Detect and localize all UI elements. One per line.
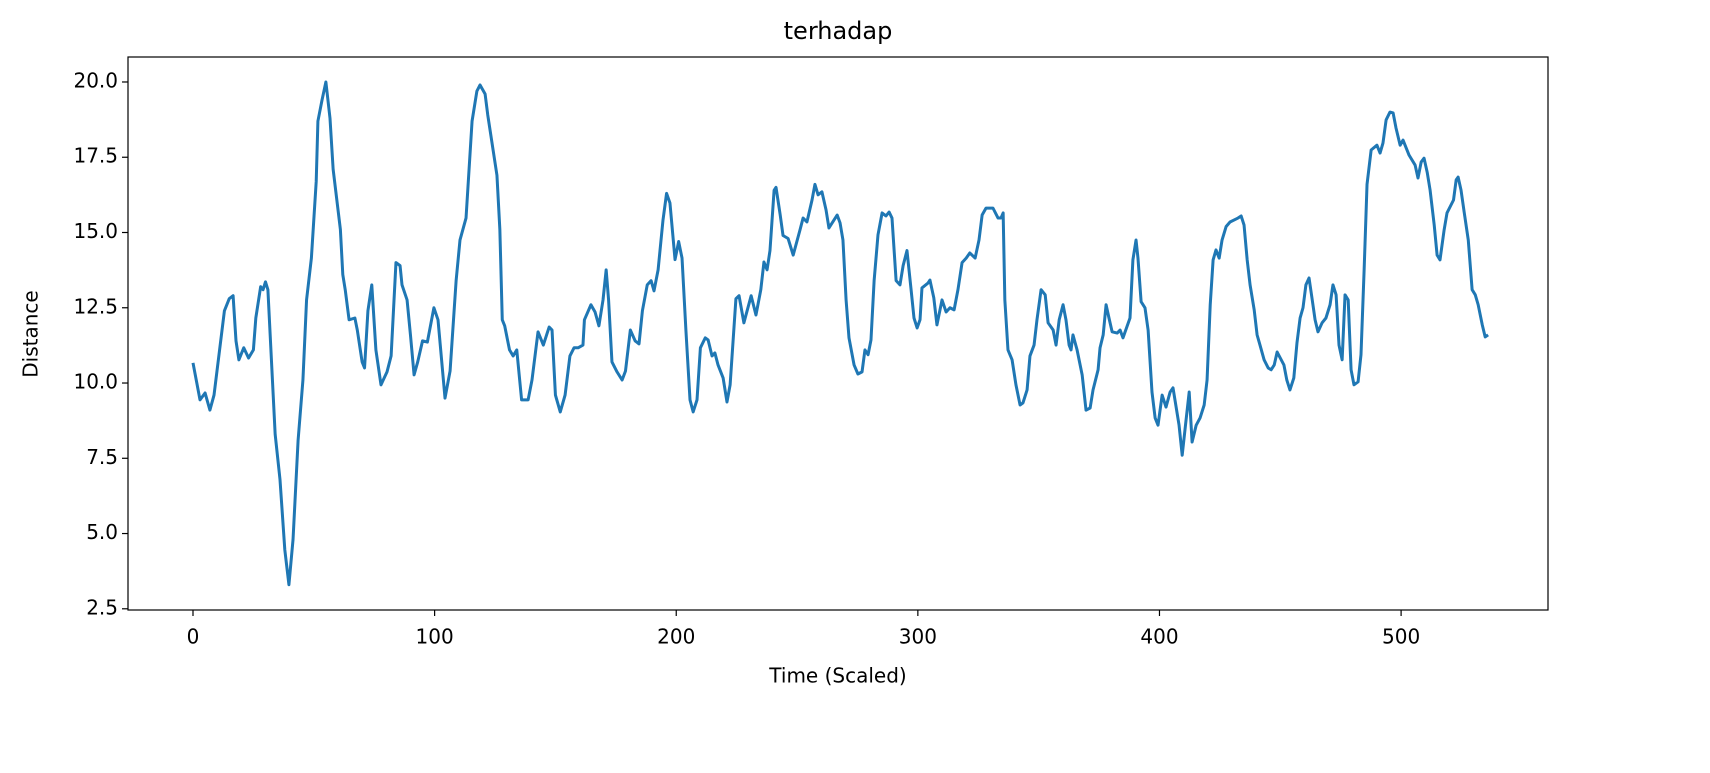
y-axis-label: Distance <box>19 290 43 377</box>
x-tick-label: 100 <box>416 625 454 649</box>
plot-frame <box>127 56 1549 611</box>
data-line <box>191 80 1489 587</box>
x-axis-label: Time (Scaled) <box>768 664 906 688</box>
x-tick-label: 500 <box>1382 625 1420 649</box>
x-tick-label: 300 <box>899 625 937 649</box>
y-tick-label: 7.5 <box>86 445 118 469</box>
y-tick-label: 5.0 <box>86 520 118 544</box>
y-tick-label: 2.5 <box>86 595 118 619</box>
y-tick-label: 20.0 <box>73 68 118 92</box>
x-tick-label: 0 <box>187 625 200 649</box>
y-tick-label: 10.0 <box>73 370 118 394</box>
y-tick-label: 15.0 <box>73 219 118 243</box>
y-tick-label: 17.5 <box>73 144 118 168</box>
y-tick-label: 12.5 <box>73 294 118 318</box>
chart-title: terhadap <box>784 17 893 45</box>
x-tick-label: 400 <box>1140 625 1178 649</box>
x-tick-label: 200 <box>657 625 695 649</box>
